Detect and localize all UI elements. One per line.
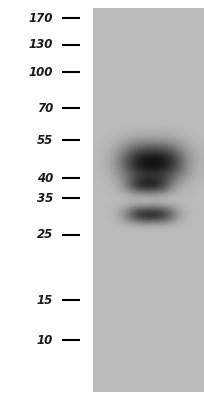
Text: 55: 55 xyxy=(37,134,53,146)
Text: 40: 40 xyxy=(37,172,53,184)
Text: 25: 25 xyxy=(37,228,53,242)
Text: 100: 100 xyxy=(29,66,53,78)
Text: 130: 130 xyxy=(29,38,53,52)
Text: 170: 170 xyxy=(29,12,53,24)
Text: 35: 35 xyxy=(37,192,53,204)
Text: 10: 10 xyxy=(37,334,53,346)
Text: 70: 70 xyxy=(37,102,53,114)
Text: 15: 15 xyxy=(37,294,53,306)
